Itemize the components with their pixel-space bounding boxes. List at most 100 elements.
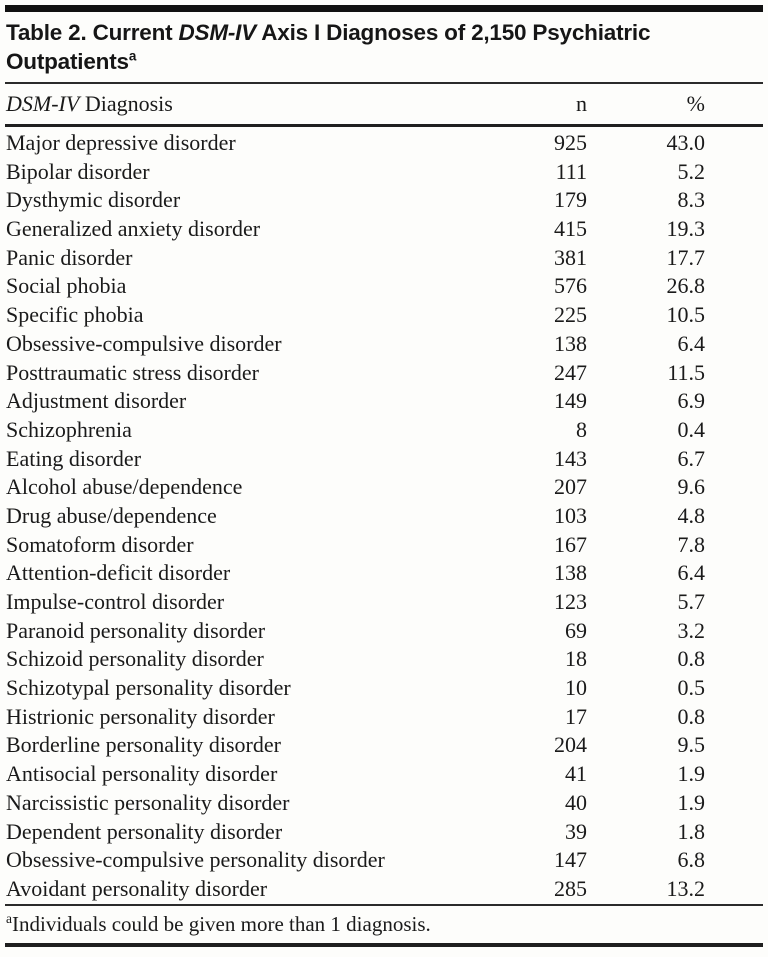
cell-percent: 0.8 — [677, 646, 706, 672]
table-row: Panic disorder 381 17.7 — [5, 244, 763, 273]
table-container: Table 2. Current DSM-IV Axis I Diagnoses… — [0, 5, 768, 957]
table-body: Major depressive disorder 925 43.0 Bipolar … — [5, 127, 763, 904]
cell-n: 103 — [554, 502, 587, 528]
cell-n: 17 — [565, 703, 587, 729]
table-bottom-rule — [5, 942, 763, 947]
table-title-dsm-italic: DSM-IV — [178, 20, 257, 45]
cell-diagnosis: Drug abuse/dependence — [6, 502, 217, 528]
cell-diagnosis: Social phobia — [6, 273, 127, 299]
cell-diagnosis: Posttraumatic stress disorder — [6, 359, 259, 385]
table-row: Obsessive-compulsive disorder 138 6.4 — [5, 330, 763, 359]
cell-percent: 17.7 — [666, 244, 706, 270]
title-bottom-rule — [5, 82, 763, 84]
table-row: Dysthymic disorder 179 8.3 — [5, 186, 763, 215]
cell-n: 8 — [576, 416, 587, 442]
cell-diagnosis: Paranoid personality disorder — [6, 617, 266, 643]
table-row: Social phobia 576 26.8 — [5, 272, 763, 301]
cell-n: 138 — [554, 560, 587, 586]
column-header-percent: % — [686, 91, 705, 116]
table-row: Major depressive disorder 925 43.0 — [5, 129, 763, 158]
cell-percent: 9.5 — [677, 732, 706, 758]
table-row: Impulse-control disorder 123 5.7 — [5, 588, 763, 617]
cell-percent: 5.7 — [677, 589, 706, 614]
table-row: Specific phobia 225 10.5 — [5, 301, 763, 330]
table-row: Borderline personality disorder 204 9.5 — [5, 731, 763, 760]
cell-percent: 9.6 — [677, 474, 706, 500]
cell-percent: 43.0 — [666, 130, 706, 155]
cell-percent: 5.2 — [677, 158, 706, 184]
cell-percent: 26.8 — [666, 273, 706, 299]
table-footnote: aIndividuals could be given more than 1 … — [5, 906, 763, 943]
cell-diagnosis: Schizophrenia — [6, 416, 132, 442]
table-row: Schizotypal personality disorder 10 0.5 — [5, 674, 763, 703]
table-title-footnote-marker: a — [128, 48, 137, 64]
cell-percent: 6.4 — [677, 330, 706, 356]
table-row: Drug abuse/dependence 103 4.8 — [5, 502, 763, 531]
cell-diagnosis: Specific phobia — [6, 302, 144, 328]
cell-diagnosis: Borderline personality disorder — [6, 732, 281, 758]
table-row: Antisocial personality disorder 41 1.9 — [5, 760, 763, 789]
table-row: Avoidant personality disorder 285 13.2 — [5, 875, 763, 904]
cell-n: 138 — [554, 330, 587, 356]
cell-n: 247 — [554, 359, 587, 385]
column-header-row: DSM-IV Diagnosis n % — [5, 84, 763, 124]
cell-n: 69 — [565, 617, 587, 643]
cell-diagnosis: Impulse-control disorder — [6, 589, 225, 614]
cell-percent: 19.3 — [666, 216, 706, 242]
body-bottom-rule — [5, 903, 763, 906]
column-header-diagnosis-rest: Diagnosis — [79, 91, 173, 116]
cell-diagnosis: Antisocial personality disorder — [6, 761, 278, 787]
table-row: Dependent personality disorder 39 1.8 — [5, 818, 763, 847]
cell-diagnosis: Bipolar disorder — [6, 158, 150, 184]
cell-percent: 7.8 — [677, 531, 706, 557]
cell-percent: 0.4 — [677, 416, 706, 442]
table-row: Alcohol abuse/dependence 207 9.6 — [5, 473, 763, 502]
cell-diagnosis: Narcissistic personality disorder — [6, 789, 290, 815]
cell-diagnosis: Obsessive-compulsive disorder — [6, 330, 282, 356]
table-title-part1: Table 2. Current — [6, 20, 179, 45]
cell-n: 149 — [554, 388, 587, 414]
cell-n: 123 — [554, 589, 587, 614]
cell-diagnosis: Adjustment disorder — [6, 388, 187, 414]
cell-diagnosis: Major depressive disorder — [6, 130, 236, 155]
cell-diagnosis: Eating disorder — [6, 445, 142, 471]
table-row: Paranoid personality disorder 69 3.2 — [5, 617, 763, 646]
cell-n: 39 — [565, 818, 587, 844]
cell-n: 167 — [554, 531, 587, 557]
cell-diagnosis: Somatoform disorder — [6, 531, 194, 557]
cell-n: 204 — [554, 732, 587, 758]
cell-diagnosis: Attention-deficit disorder — [6, 560, 231, 586]
cell-percent: 8.3 — [677, 187, 706, 213]
header-bottom-rule — [5, 124, 763, 127]
table-row: Generalized anxiety disorder 415 19.3 — [5, 215, 763, 244]
cell-percent: 0.8 — [677, 703, 706, 729]
cell-percent: 6.4 — [677, 560, 706, 586]
cell-percent: 10.5 — [666, 302, 706, 328]
cell-n: 111 — [555, 158, 587, 184]
table-row: Schizoid personality disorder 18 0.8 — [5, 645, 763, 674]
table-title-part2: Axis I Diagnoses of 2,150 Psychiatric Ou… — [6, 20, 651, 74]
cell-n: 576 — [554, 273, 587, 299]
cell-n: 415 — [554, 216, 587, 242]
cell-percent: 0.5 — [677, 675, 706, 701]
cell-n: 225 — [554, 302, 587, 328]
table-top-rule — [5, 5, 763, 12]
cell-n: 18 — [565, 646, 587, 672]
cell-n: 143 — [554, 445, 587, 471]
table-row: Adjustment disorder 149 6.9 — [5, 387, 763, 416]
cell-percent: 6.9 — [677, 388, 706, 414]
column-header-n: n — [576, 91, 587, 116]
table-row: Schizophrenia 8 0.4 — [5, 416, 763, 445]
cell-percent: 6.8 — [677, 847, 706, 873]
column-header-diagnosis-italic: DSM-IV — [6, 91, 80, 116]
cell-n: 925 — [554, 130, 587, 155]
cell-diagnosis: Generalized anxiety disorder — [6, 216, 261, 242]
cell-percent: 4.8 — [677, 502, 706, 528]
cell-percent: 1.9 — [677, 761, 706, 787]
cell-diagnosis: Avoidant personality disorder — [6, 875, 268, 901]
cell-diagnosis: Obsessive-compulsive personality disorde… — [6, 847, 385, 873]
cell-percent: 13.2 — [666, 875, 706, 901]
cell-n: 381 — [554, 244, 587, 270]
cell-n: 41 — [565, 761, 587, 787]
table-row: Bipolar disorder 111 5.2 — [5, 158, 763, 187]
